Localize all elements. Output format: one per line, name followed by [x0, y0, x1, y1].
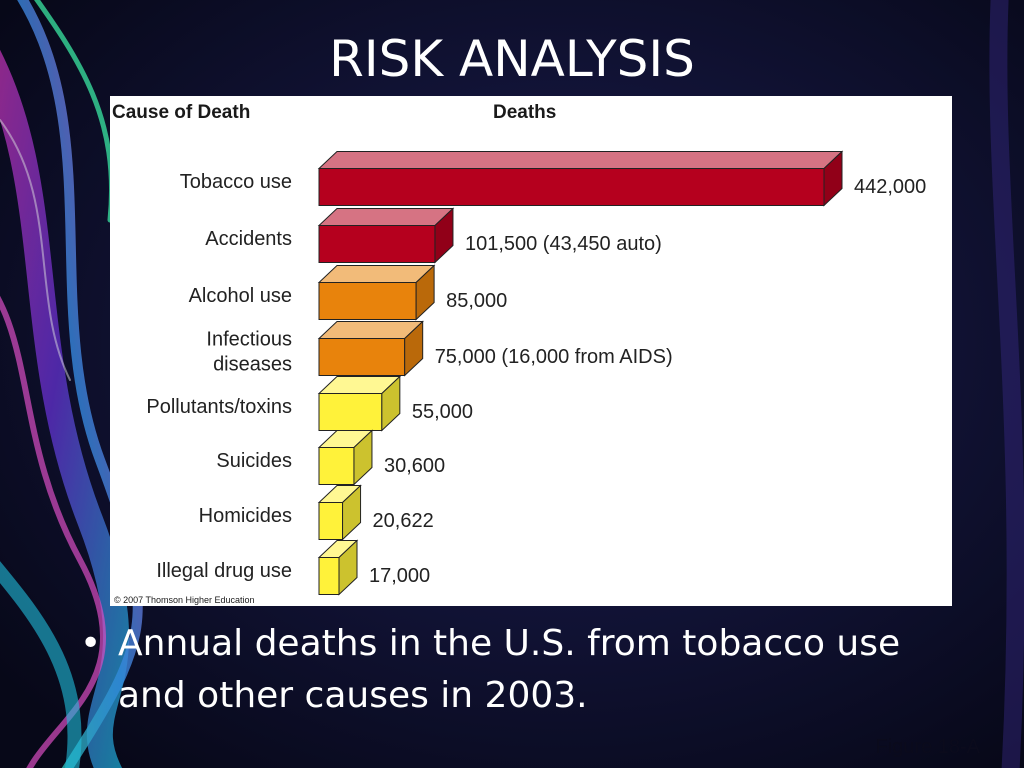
value-label: 85,000	[446, 290, 507, 312]
bar-group: Illegal drug use 17,000	[156, 539, 430, 596]
value-label: 442,000	[854, 176, 926, 198]
bullet-text: Annual deaths in the U.S. from tobacco u…	[118, 623, 901, 716]
category-label: Infectious	[206, 329, 292, 351]
bar-front	[318, 225, 436, 263]
bar-top	[317, 208, 455, 226]
chart-panel: Cause of Death Deaths Tobacco use 442,000…	[110, 96, 952, 606]
bar-group: Homicides 20,622	[199, 484, 434, 541]
bar-front	[318, 502, 344, 540]
bar-group: Tobacco use 442,000	[180, 150, 926, 207]
value-label: 101,500 (43,450 auto)	[465, 233, 662, 255]
category-label: Illegal drug use	[156, 560, 292, 582]
copyright-note: © 2007 Thomson Higher Education	[114, 595, 255, 605]
bar-side	[404, 320, 424, 377]
category-label: Accidents	[205, 228, 292, 250]
bar-front	[318, 393, 383, 431]
bar-chart: Cause of Death Deaths Tobacco use 442,000…	[112, 102, 926, 605]
category-label: Suicides	[216, 450, 292, 472]
bar-group: Infectious diseases 75,000 (16,000 from AI…	[206, 320, 673, 377]
slide-title: RISK ANALYSIS	[329, 30, 695, 88]
bar-side	[342, 484, 362, 541]
bar-top	[317, 265, 436, 283]
bar-group: Alcohol use 85,000	[189, 264, 507, 321]
bars-layer: Tobacco use 442,000 Accidents 101,500 (43,4…	[146, 150, 926, 596]
value-label: 20,622	[373, 510, 434, 532]
bar-side	[381, 375, 401, 432]
bar-side	[353, 429, 373, 486]
value-label: 55,000	[412, 401, 473, 423]
bar-group: Accidents 101,500 (43,450 auto)	[205, 207, 662, 264]
bullet-marker: •	[80, 623, 102, 664]
category-label: Tobacco use	[180, 171, 292, 193]
bar-top	[317, 151, 844, 169]
bar-front	[318, 282, 417, 320]
bar-side	[434, 207, 454, 264]
value-header: Deaths	[493, 102, 556, 123]
value-label: 30,600	[384, 455, 445, 477]
value-label: 17,000	[369, 565, 430, 587]
figure-label: Figure 18-A	[875, 736, 981, 758]
bar-side	[338, 539, 358, 596]
bar-front	[318, 338, 406, 376]
category-label: Alcohol use	[189, 285, 292, 307]
bar-group: Pollutants/toxins 55,000	[146, 375, 473, 432]
bar-front	[318, 447, 355, 485]
bar-side	[415, 264, 435, 321]
value-label: 75,000 (16,000 from AIDS)	[435, 346, 673, 368]
category-label: Pollutants/toxins	[146, 396, 292, 418]
category-label: diseases	[213, 354, 292, 376]
category-header: Cause of Death	[112, 102, 250, 123]
category-label: Homicides	[199, 505, 292, 527]
bar-side	[823, 150, 843, 207]
bar-group: Suicides 30,600	[216, 429, 445, 486]
bar-front	[318, 557, 340, 595]
bar-front	[318, 168, 825, 206]
